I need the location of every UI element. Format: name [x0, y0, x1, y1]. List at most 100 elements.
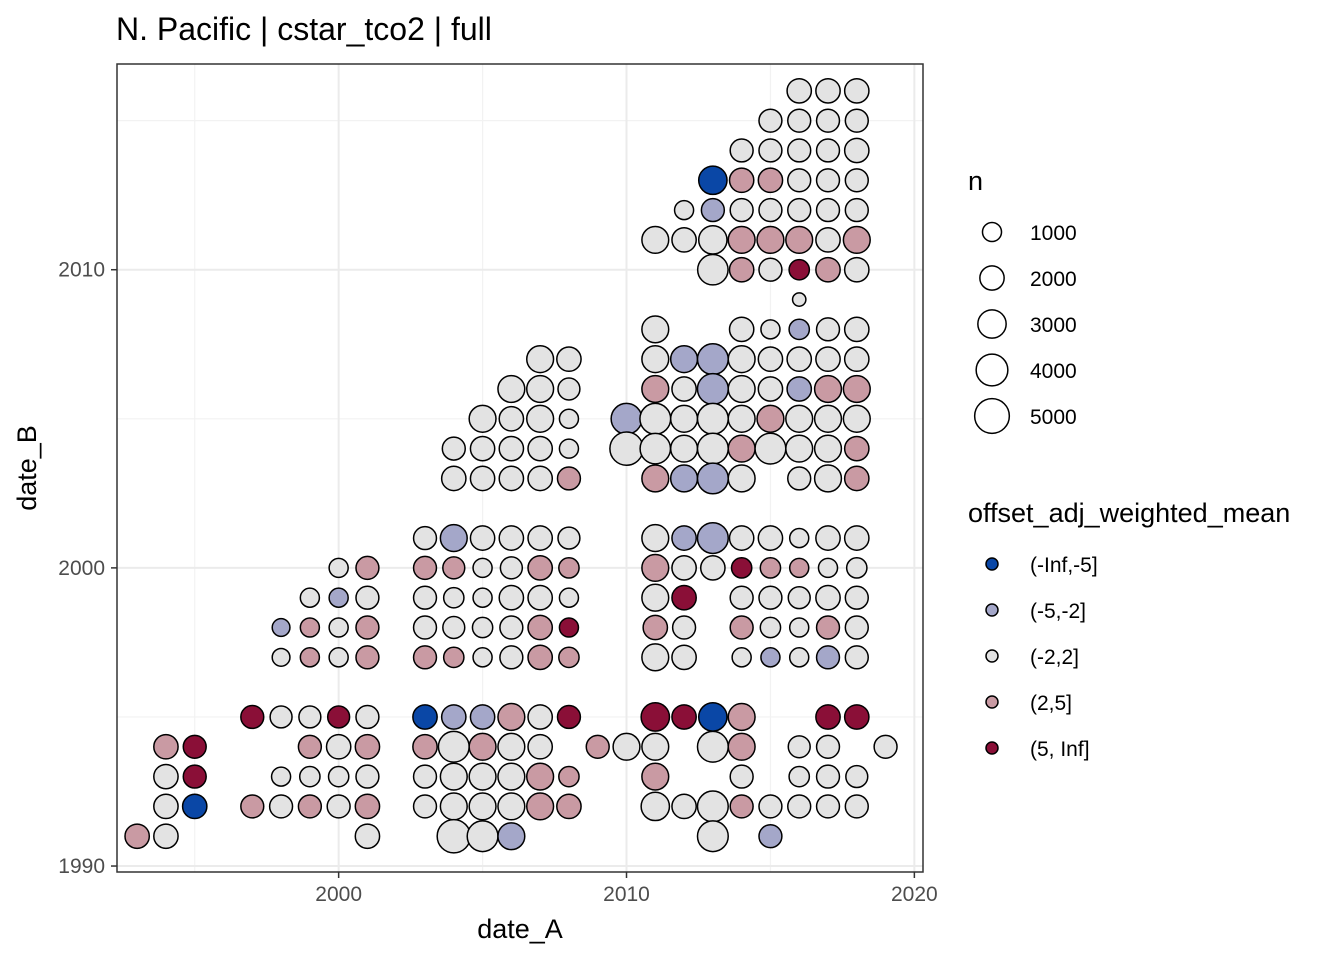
data-point [727, 225, 756, 255]
data-point [729, 138, 754, 163]
size-legend-key [973, 397, 1011, 435]
data-point [758, 794, 783, 819]
color-legend-label: (-2,2] [1030, 646, 1079, 669]
data-point [671, 644, 697, 671]
data-point [729, 764, 754, 789]
size-legend-key [981, 221, 1003, 243]
data-point [788, 557, 810, 579]
data-point [844, 197, 869, 223]
data-point [124, 823, 151, 850]
data-point [297, 734, 323, 759]
data-point [815, 108, 841, 133]
data-point [727, 464, 756, 493]
data-point [499, 645, 524, 670]
data-point [328, 557, 349, 579]
color-legend-key [985, 557, 999, 571]
data-point [299, 647, 321, 668]
y-tick-label: 2010 [58, 259, 105, 282]
size-legend-key [977, 309, 1007, 339]
data-point [671, 793, 697, 820]
data-point [355, 645, 380, 670]
data-point [671, 227, 697, 253]
data-point [558, 617, 580, 638]
data-point [442, 556, 466, 580]
data-point [815, 584, 841, 611]
data-point [641, 315, 670, 344]
data-point [412, 645, 438, 670]
data-point [696, 372, 729, 406]
data-point [641, 374, 670, 404]
data-point [815, 525, 841, 551]
data-point [472, 647, 493, 668]
data-point [842, 225, 871, 255]
data-point [844, 108, 869, 133]
data-point [497, 762, 526, 791]
data-point [696, 820, 729, 853]
data-point [527, 704, 554, 730]
data-point [844, 585, 869, 610]
data-point [585, 734, 610, 759]
data-point [844, 168, 869, 193]
data-point [468, 732, 497, 761]
data-point [843, 316, 870, 343]
data-point [442, 646, 465, 669]
data-point [558, 587, 580, 608]
data-point [641, 345, 670, 374]
data-point [328, 617, 349, 638]
data-point [785, 434, 814, 463]
data-point [699, 554, 726, 581]
data-point [728, 525, 755, 551]
color-legend-title: offset_adj_weighted_mean [968, 498, 1290, 528]
data-point [727, 732, 756, 761]
y-axis-title: date_B [12, 425, 42, 511]
data-point [639, 432, 672, 465]
chart-title: N. Pacific | cstar_tco2 | full [116, 11, 492, 47]
data-point [412, 525, 438, 551]
data-point [671, 615, 697, 640]
data-point [729, 615, 754, 640]
data-point [471, 616, 494, 639]
data-point [641, 583, 670, 612]
data-point [641, 225, 670, 255]
data-point [758, 824, 783, 849]
data-point [556, 704, 582, 730]
data-point [696, 462, 729, 495]
data-point [240, 794, 265, 819]
data-point [760, 647, 781, 668]
x-axis-title: date_A [477, 914, 563, 944]
data-point [558, 765, 580, 788]
data-point [845, 764, 869, 789]
data-point [788, 647, 810, 668]
y-tick-label: 2000 [58, 557, 105, 580]
data-point [439, 523, 468, 553]
data-point [697, 165, 728, 196]
data-point [813, 404, 843, 433]
data-point [815, 77, 841, 104]
data-point [758, 585, 783, 610]
data-point [671, 554, 697, 581]
data-point [355, 704, 380, 730]
data-point [815, 615, 841, 640]
data-point [787, 168, 812, 193]
data-point [639, 402, 672, 435]
data-point [696, 521, 729, 555]
data-point [759, 557, 782, 579]
data-point [557, 526, 581, 550]
size-legend-key [979, 265, 1005, 291]
data-point [526, 762, 555, 791]
data-point [497, 702, 526, 732]
data-point [757, 167, 784, 194]
data-point [813, 434, 843, 463]
data-point [815, 346, 841, 373]
data-point [440, 704, 467, 730]
data-point [641, 643, 670, 672]
data-point [785, 225, 814, 255]
data-point [498, 525, 525, 551]
data-point [610, 402, 643, 435]
data-point [787, 466, 812, 491]
size-legend-label: 5000 [1030, 406, 1077, 429]
data-point [558, 408, 580, 430]
data-point [729, 794, 754, 819]
size-legend-title: n [968, 166, 983, 196]
data-point [497, 822, 526, 851]
